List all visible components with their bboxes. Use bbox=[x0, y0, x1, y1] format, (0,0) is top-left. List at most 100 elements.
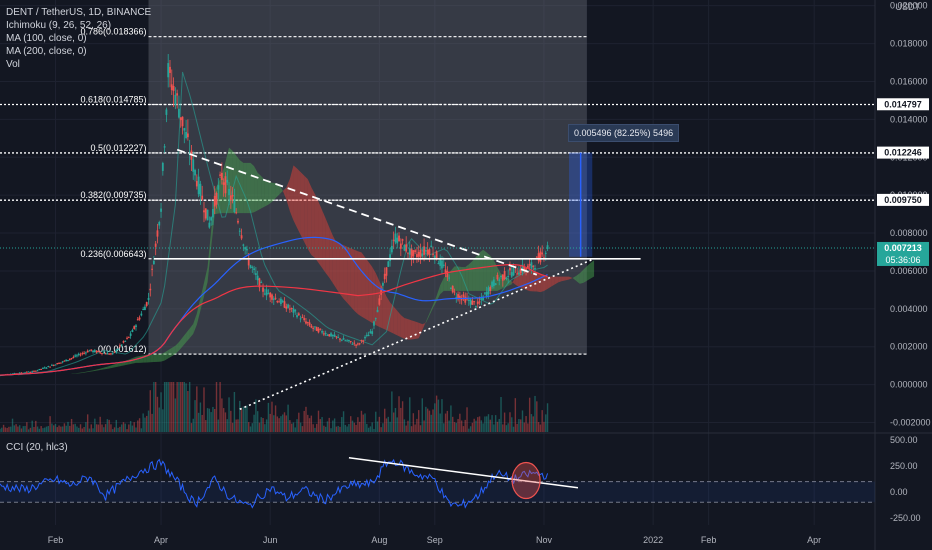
candle-body bbox=[197, 176, 200, 195]
volume-bar bbox=[335, 426, 338, 432]
tag-fib-05-bg bbox=[877, 146, 929, 159]
candle-body bbox=[433, 255, 436, 260]
volume-bar bbox=[394, 408, 397, 432]
candle-body bbox=[118, 345, 121, 347]
legend-symbol[interactable]: DENT / TetherUS, 1D, BINANCE bbox=[6, 7, 152, 18]
legend-ma200[interactable]: MA (200, close, 0) bbox=[6, 46, 87, 57]
candle-body bbox=[469, 299, 472, 305]
volume-bar bbox=[258, 422, 261, 432]
cloud-segment bbox=[282, 187, 287, 200]
candle-body bbox=[215, 193, 218, 205]
candle-body bbox=[251, 266, 254, 268]
legend-ichimoku[interactable]: Ichimoku (9, 26, 52, 26) bbox=[6, 20, 112, 31]
cloud-segment bbox=[361, 252, 366, 319]
candle-body bbox=[149, 288, 152, 291]
candle-body bbox=[170, 84, 173, 91]
candle-body bbox=[528, 264, 531, 266]
candle-body bbox=[42, 367, 44, 369]
cloud-segment bbox=[454, 266, 459, 291]
volume-bar bbox=[401, 401, 404, 432]
cloud-segment bbox=[286, 178, 290, 212]
volume-bar bbox=[332, 420, 334, 432]
cci-legend[interactable]: CCI (20, hlc3) bbox=[6, 442, 68, 453]
cloud-segment bbox=[418, 322, 423, 339]
ascending-trendline bbox=[239, 258, 593, 410]
volume-bar bbox=[35, 420, 37, 432]
cloud-segment bbox=[118, 362, 122, 367]
price-axis-label: 0.004000 bbox=[890, 304, 928, 314]
volume-bar bbox=[61, 426, 64, 432]
volume-bar bbox=[366, 423, 368, 432]
volume-bar bbox=[31, 420, 33, 432]
candle-body bbox=[521, 264, 524, 273]
candle-body bbox=[416, 254, 418, 258]
volume-bar bbox=[172, 382, 175, 432]
candle-body bbox=[484, 292, 486, 294]
candle-body bbox=[117, 349, 119, 351]
candle-body bbox=[430, 245, 433, 248]
cci-highlight bbox=[511, 461, 541, 500]
candle-body bbox=[228, 188, 230, 196]
candle-body bbox=[24, 372, 26, 374]
candle-body bbox=[405, 244, 408, 252]
candle-body bbox=[167, 63, 170, 78]
volume-bar bbox=[405, 425, 407, 432]
volume-bar bbox=[203, 387, 205, 432]
candle-body bbox=[321, 331, 323, 333]
volume-bar bbox=[226, 419, 228, 432]
volume-bar bbox=[160, 392, 162, 432]
candle-body bbox=[263, 293, 266, 295]
volume-bar bbox=[51, 423, 53, 432]
volume-bar bbox=[520, 419, 522, 432]
tag-fib-05: 0.012246 bbox=[884, 148, 922, 158]
volume-bar bbox=[94, 418, 96, 432]
volume-bar bbox=[63, 423, 66, 432]
volume-bar bbox=[2, 424, 5, 432]
candle-body bbox=[195, 181, 198, 187]
candle-body bbox=[351, 343, 354, 345]
cloud-segment bbox=[139, 355, 144, 363]
candle-body bbox=[133, 326, 136, 329]
cloud-segment bbox=[254, 166, 258, 213]
cloud-segment bbox=[100, 367, 104, 371]
price-range-measure bbox=[569, 152, 593, 257]
volume-bar bbox=[190, 423, 193, 432]
candle-body bbox=[50, 364, 53, 366]
candle-body bbox=[482, 296, 485, 301]
cloud-segment bbox=[347, 246, 351, 307]
volume-bar bbox=[115, 419, 118, 432]
volume-bar bbox=[38, 428, 41, 432]
candle-body bbox=[322, 333, 325, 335]
cloud-segment bbox=[357, 251, 362, 317]
volume-bar bbox=[530, 414, 533, 432]
volume-bar bbox=[196, 386, 198, 432]
volume-bar bbox=[283, 412, 286, 432]
candle-body bbox=[441, 260, 443, 269]
volume-bar bbox=[120, 424, 123, 432]
candle-body bbox=[301, 317, 304, 319]
candle-body bbox=[68, 359, 71, 361]
cloud-segment bbox=[110, 364, 115, 369]
legend-ma100[interactable]: MA (100, close, 0) bbox=[6, 33, 87, 44]
candle-body bbox=[317, 328, 320, 333]
price-axis-label: 0.014000 bbox=[890, 114, 928, 124]
legend-vol[interactable]: Vol bbox=[6, 59, 20, 70]
cloud-segment bbox=[336, 242, 340, 295]
candle-body bbox=[181, 116, 184, 127]
candle-body bbox=[151, 268, 153, 270]
candle-body bbox=[303, 318, 306, 321]
volume-bar bbox=[4, 427, 7, 432]
candle-body bbox=[457, 294, 459, 300]
volume-bar bbox=[321, 417, 323, 432]
cloud-segment bbox=[250, 162, 255, 214]
volume-bar bbox=[15, 424, 17, 432]
cloud-segment bbox=[332, 235, 337, 289]
time-axis: Feb Apr Jun Aug Sep Nov 2022 Feb Apr bbox=[48, 535, 821, 545]
candle-body bbox=[407, 252, 409, 254]
candle-body bbox=[326, 335, 329, 337]
candle-body bbox=[489, 286, 492, 291]
volume-bar bbox=[378, 416, 381, 432]
candle-body bbox=[501, 274, 504, 281]
candle-body bbox=[485, 291, 488, 297]
